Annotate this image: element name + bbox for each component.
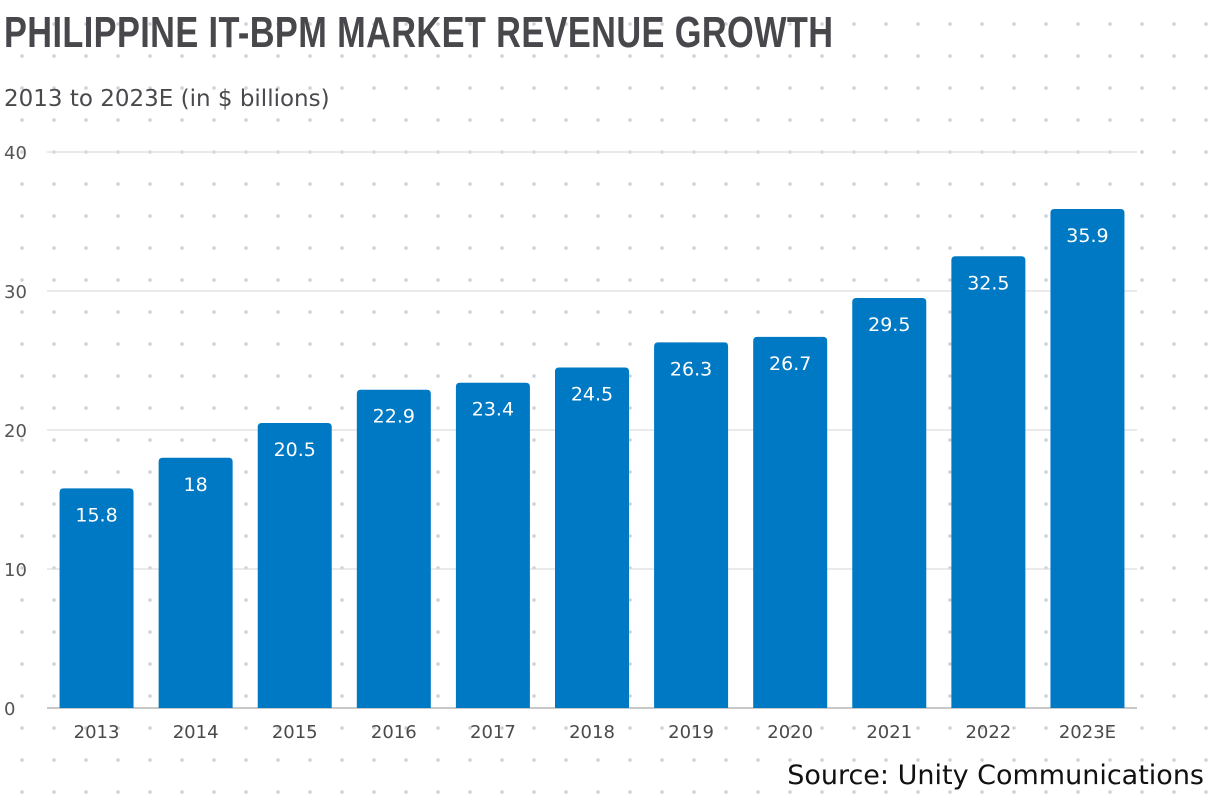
y-axis: 0 10 20 30 40 <box>4 143 27 720</box>
x-tick-label: 2023E <box>1059 722 1116 743</box>
chart-subtitle: 2013 to 2023E (in $ billions) <box>4 86 330 112</box>
bar <box>356 389 431 708</box>
x-tick-label: 2022 <box>965 722 1011 743</box>
data-label: 15.8 <box>75 504 117 526</box>
data-label: 24.5 <box>571 383 613 405</box>
data-labels: 15.8 18 20.5 22.9 23.4 24.5 26.3 26.7 29.5 32.5 35… <box>75 225 1108 526</box>
data-label: 26.7 <box>769 353 811 375</box>
x-tick-label: 2021 <box>866 722 912 743</box>
bar <box>158 457 233 708</box>
bar <box>455 382 530 708</box>
x-tick-label: 2016 <box>371 722 417 743</box>
x-axis: 2013 2014 2015 2016 2017 2018 2019 2020 2021 2022… <box>74 722 1116 743</box>
x-tick-label: 2015 <box>272 722 318 743</box>
x-tick-label: 2013 <box>74 722 120 743</box>
y-tick-label: 10 <box>4 560 27 581</box>
y-tick-label: 30 <box>4 282 27 303</box>
x-tick-label: 2020 <box>767 722 813 743</box>
data-label: 29.5 <box>868 314 910 336</box>
bar <box>1050 208 1125 709</box>
bar <box>852 297 927 708</box>
chart-title: PHILIPPINE IT-BPM MARKET REVENUE GROWTH <box>4 8 834 57</box>
x-tick-label: 2018 <box>569 722 615 743</box>
data-label: 32.5 <box>967 272 1009 294</box>
data-label: 20.5 <box>274 439 316 461</box>
data-label: 23.4 <box>472 399 514 421</box>
x-tick-label: 2014 <box>173 722 219 743</box>
bar <box>654 342 729 708</box>
data-label: 35.9 <box>1066 225 1108 247</box>
data-label: 18 <box>184 474 208 496</box>
bar <box>257 423 332 708</box>
bars <box>59 208 1125 709</box>
x-tick-label: 2017 <box>470 722 516 743</box>
y-tick-label: 0 <box>4 699 15 720</box>
y-tick-label: 20 <box>4 421 27 442</box>
data-label: 22.9 <box>373 406 415 428</box>
x-tick-label: 2019 <box>668 722 714 743</box>
bar <box>951 256 1026 708</box>
source-note: Source: Unity Communications <box>787 760 1204 791</box>
bar <box>753 336 828 708</box>
bar <box>555 367 629 708</box>
y-tick-label: 40 <box>4 143 27 164</box>
bar <box>59 488 134 708</box>
data-label: 26.3 <box>670 358 712 380</box>
